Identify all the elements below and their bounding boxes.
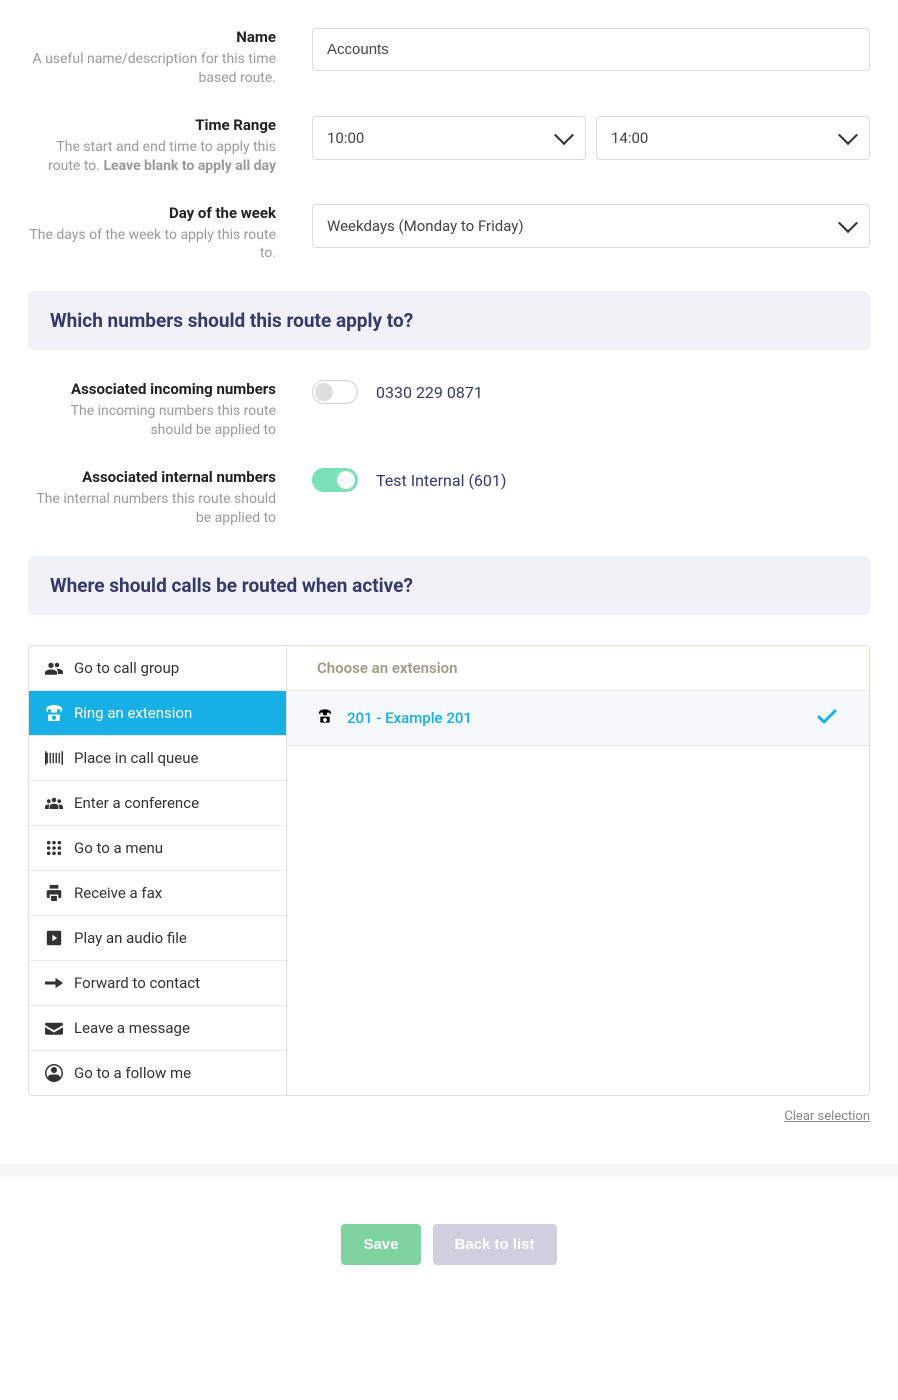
routing-option-call-group[interactable]: Go to call group xyxy=(29,646,286,691)
forward-icon xyxy=(45,976,63,990)
internal-number-0: Test Internal (601) xyxy=(376,471,506,490)
fax-icon xyxy=(45,885,63,901)
name-label: Name xyxy=(28,28,276,46)
routing-option-label: Leave a message xyxy=(74,1019,190,1037)
time-start-select[interactable]: 10:00 xyxy=(312,116,586,160)
incoming-label: Associated incoming numbers xyxy=(28,380,276,398)
routing-option-label: Go to a menu xyxy=(74,839,163,857)
incoming-number-0: 0330 229 0871 xyxy=(376,383,483,402)
extension-option-label: 201 - Example 201 xyxy=(347,709,815,727)
incoming-hint: The incoming numbers this route should b… xyxy=(28,402,276,440)
section-numbers-title: Which numbers should this route apply to… xyxy=(50,309,848,332)
routing-option-fax[interactable]: Receive a fax xyxy=(29,871,286,916)
routing-option-message[interactable]: Leave a message xyxy=(29,1006,286,1051)
back-button[interactable]: Back to list xyxy=(433,1224,557,1265)
clear-selection-link[interactable]: Clear selection xyxy=(784,1109,870,1124)
check-icon xyxy=(815,704,839,732)
section-routing: Where should calls be routed when active… xyxy=(28,556,870,615)
extension-option[interactable]: 201 - Example 201 xyxy=(287,691,869,746)
time-range-hint: The start and end time to apply this rou… xyxy=(28,138,276,176)
internal-toggle-0[interactable] xyxy=(312,468,358,492)
routing-option-extension[interactable]: Ring an extension xyxy=(29,691,286,736)
routing-option-label: Go to call group xyxy=(74,659,179,677)
field-day-of-week: Day of the week The days of the week to … xyxy=(28,204,870,264)
clear-selection-wrap: Clear selection xyxy=(28,1106,870,1124)
field-time-range: Time Range The start and end time to app… xyxy=(28,116,870,176)
save-button[interactable]: Save xyxy=(341,1224,420,1265)
internal-label: Associated internal numbers xyxy=(28,468,276,486)
field-incoming-numbers: Associated incoming numbers The incoming… xyxy=(28,380,870,440)
time-end-select[interactable]: 14:00 xyxy=(596,116,870,160)
routing-option-followme[interactable]: Go to a follow me xyxy=(29,1051,286,1095)
routing-option-label: Go to a follow me xyxy=(74,1064,191,1082)
message-icon xyxy=(45,1021,63,1035)
field-internal-numbers: Associated internal numbers The internal… xyxy=(28,468,870,528)
phone-icon xyxy=(317,708,339,728)
time-range-label: Time Range xyxy=(28,116,276,134)
name-input[interactable] xyxy=(312,28,870,71)
extension-icon xyxy=(45,705,63,721)
routing-option-label: Receive a fax xyxy=(74,884,162,902)
routing-option-label: Enter a conference xyxy=(74,794,199,812)
routing-option-label: Forward to contact xyxy=(74,974,200,992)
routing-option-forward[interactable]: Forward to contact xyxy=(29,961,286,1006)
routing-option-queue[interactable]: Place in call queue xyxy=(29,736,286,781)
routing-option-conference[interactable]: Enter a conference xyxy=(29,781,286,826)
day-label: Day of the week xyxy=(28,204,276,222)
day-hint: The days of the week to apply this route… xyxy=(28,226,276,264)
section-numbers: Which numbers should this route apply to… xyxy=(28,291,870,350)
call-group-icon xyxy=(45,661,63,675)
field-name: Name A useful name/description for this … xyxy=(28,28,870,88)
routing-option-label: Ring an extension xyxy=(74,704,192,722)
menu-icon xyxy=(45,840,63,856)
audio-icon xyxy=(45,930,63,946)
section-routing-title: Where should calls be routed when active… xyxy=(50,574,848,597)
queue-icon xyxy=(45,751,63,765)
routing-main: Choose an extension 201 - Example 201 xyxy=(287,646,869,1095)
routing-panel: Go to call group Ring an extension Place i… xyxy=(28,645,870,1096)
day-select[interactable]: Weekdays (Monday to Friday) xyxy=(312,204,870,248)
routing-sidebar: Go to call group Ring an extension Place i… xyxy=(29,646,287,1095)
internal-hint: The internal numbers this route should b… xyxy=(28,490,276,528)
name-hint: A useful name/description for this time … xyxy=(28,50,276,88)
routing-option-label: Place in call queue xyxy=(74,749,198,767)
routing-option-label: Play an audio file xyxy=(74,929,187,947)
incoming-toggle-0[interactable] xyxy=(312,380,358,404)
routing-option-audio[interactable]: Play an audio file xyxy=(29,916,286,961)
routing-option-menu[interactable]: Go to a menu xyxy=(29,826,286,871)
extension-picker-header: Choose an extension xyxy=(287,646,869,691)
conference-icon xyxy=(45,796,63,810)
form-actions: Save Back to list xyxy=(28,1224,870,1265)
followme-icon xyxy=(45,1064,63,1082)
